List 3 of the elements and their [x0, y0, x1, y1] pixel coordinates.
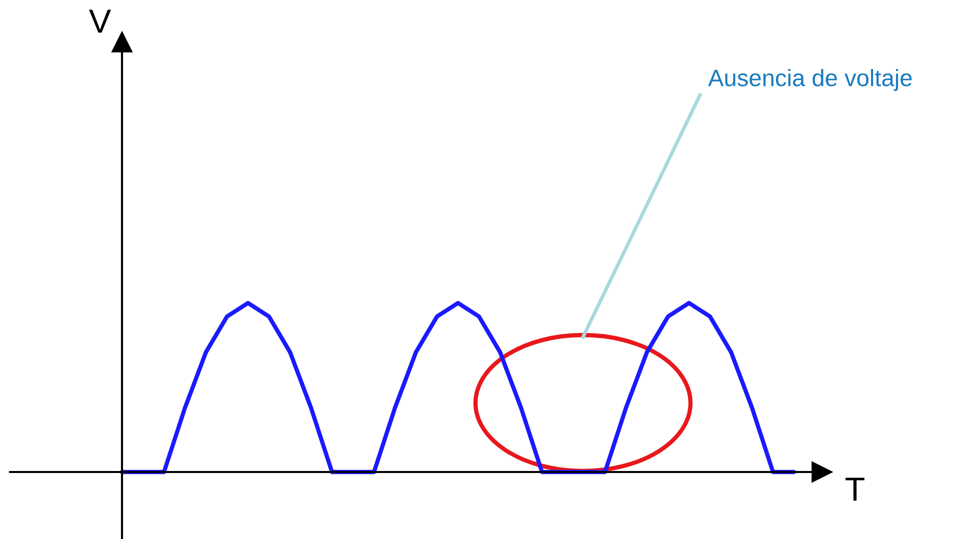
text: T — [846, 478, 864, 501]
text: Ausencia de voltaje — [708, 68, 912, 92]
text: V — [89, 10, 111, 33]
